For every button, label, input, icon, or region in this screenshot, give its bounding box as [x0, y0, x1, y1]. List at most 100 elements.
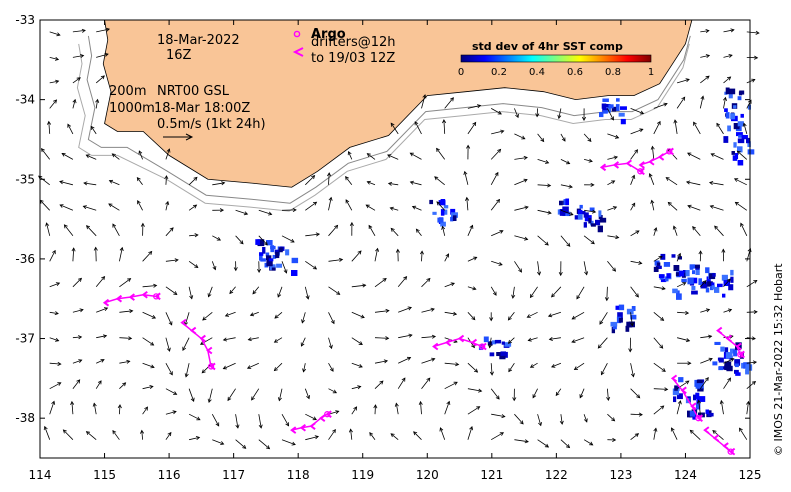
current-vector [558, 261, 563, 277]
current-vector [488, 337, 493, 349]
isobath-1000m [76, 43, 690, 212]
current-vector [398, 356, 412, 364]
current-vector [142, 283, 158, 288]
sst-pixel [708, 273, 716, 279]
current-vector [607, 133, 620, 139]
current-vector [693, 121, 701, 135]
sst-pixel [728, 91, 733, 99]
current-vector [304, 286, 310, 300]
current-vector [305, 413, 317, 421]
current-vector [137, 200, 143, 211]
sst-pixel [676, 290, 680, 297]
current-vector [491, 129, 505, 135]
sst-pixel [681, 278, 687, 283]
current-vector [49, 282, 61, 288]
current-vector [692, 226, 701, 237]
current-vector [630, 363, 635, 378]
sst-pixel [616, 98, 620, 102]
sst-pixel [685, 270, 690, 277]
y-tick-label: -38 [15, 411, 35, 425]
current-vector [532, 388, 538, 399]
current-vector [467, 121, 477, 135]
current-vector [409, 180, 422, 186]
sst-pixel [606, 106, 611, 113]
current-vector [490, 286, 497, 296]
sst-pixel [723, 136, 729, 143]
sst-pixel [584, 215, 592, 222]
sst-pixel [580, 211, 586, 215]
current-vector [328, 312, 335, 325]
current-vector [467, 426, 474, 440]
current-vector [687, 152, 701, 160]
current-vector [739, 427, 748, 440]
current-vector [607, 206, 618, 211]
current-vector [560, 133, 566, 142]
x-tick-label: 115 [93, 468, 116, 482]
current-vector [490, 388, 500, 400]
current-vector [560, 235, 571, 247]
current-vector [551, 286, 562, 298]
current-vector [62, 429, 74, 440]
current-vector [351, 311, 365, 319]
current-vector [49, 56, 60, 61]
sst-pixel [676, 393, 683, 400]
current-vector [467, 312, 476, 321]
current-vector [421, 357, 436, 364]
current-vector [419, 250, 424, 262]
current-vector [119, 246, 124, 262]
current-vector [189, 233, 199, 238]
current-vector [421, 277, 431, 288]
sst-pixel [620, 118, 626, 125]
current-vector [551, 362, 562, 368]
current-vector [95, 75, 105, 84]
current-vector [49, 99, 58, 109]
sst-pixel [717, 357, 722, 361]
sst-pixel [452, 215, 457, 222]
current-vector [630, 230, 640, 237]
current-vector [95, 275, 106, 288]
sst-pixel [259, 255, 263, 261]
sst-pixel [270, 245, 276, 250]
current-vector [700, 357, 713, 364]
sst-pixel [483, 336, 489, 343]
current-vector [71, 247, 76, 262]
current-vector [719, 399, 724, 415]
sst-pixel [574, 215, 581, 220]
current-vector [537, 235, 549, 246]
current-vector [746, 78, 756, 84]
current-vector [514, 439, 529, 444]
current-vector [708, 181, 724, 186]
colorbar [460, 54, 652, 63]
sst-pixel [577, 214, 583, 220]
x-tick-label: 125 [739, 468, 762, 482]
current-vector [72, 308, 84, 313]
current-vector [207, 286, 213, 298]
sst-pixel [663, 262, 671, 267]
current-vector [49, 382, 62, 390]
current-vector [676, 252, 681, 262]
sst-pixel [494, 339, 502, 344]
x-tick-label: 118 [287, 468, 310, 482]
sst-pixel [274, 249, 280, 254]
current-vector [67, 123, 74, 135]
current-vector [351, 385, 362, 390]
current-vector [467, 256, 478, 262]
sst-pixel [676, 293, 682, 300]
current-vector [281, 439, 296, 446]
current-vector [366, 153, 376, 160]
sst-pixel [678, 270, 685, 277]
current-vector [444, 253, 450, 262]
sst-pixel [695, 268, 700, 275]
sst-pixel [429, 199, 434, 205]
current-vector [165, 431, 172, 440]
current-vector [514, 205, 529, 211]
current-vector [59, 204, 74, 211]
sst-pixel [432, 211, 437, 215]
sst-pixel [437, 217, 444, 223]
current-vector [584, 209, 597, 214]
sst-pixel [583, 222, 587, 228]
depth-label-1000: 1000m [109, 101, 155, 116]
current-vector [397, 276, 408, 288]
current-vector [630, 433, 640, 441]
sst-pixel [618, 112, 625, 117]
